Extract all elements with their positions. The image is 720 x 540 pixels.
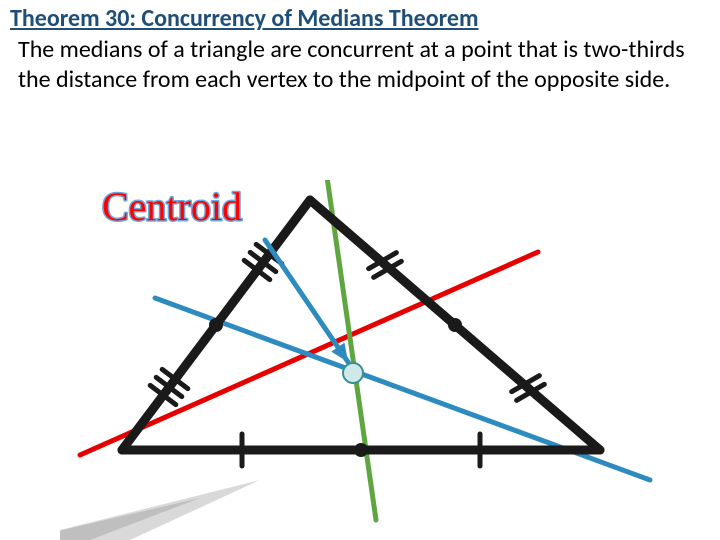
triangle-diagram [60,180,660,540]
theorem-title: Theorem 30: Concurrency of Medians Theor… [0,0,720,35]
theorem-body: The medians of a triangle are concurrent… [0,35,720,95]
